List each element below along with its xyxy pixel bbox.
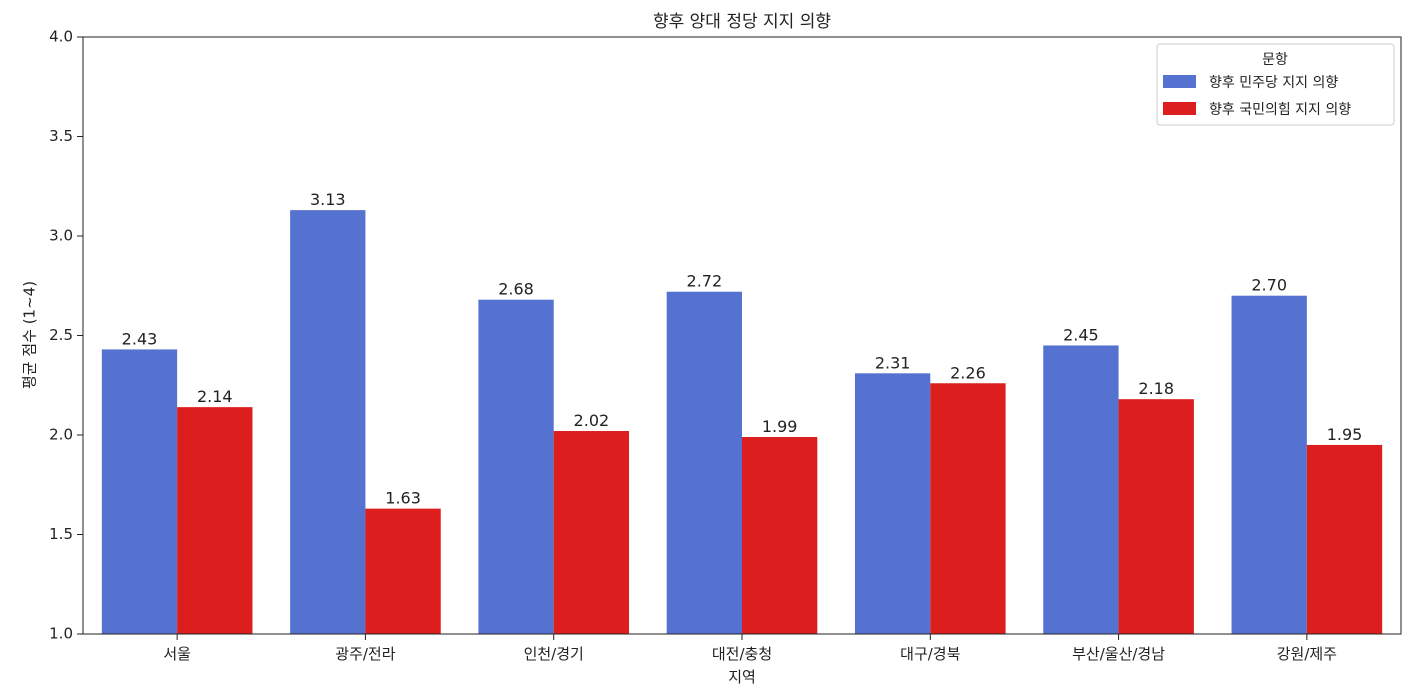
- y-tick-label: 3.5: [49, 127, 73, 145]
- bar-series-1-2: [553, 431, 630, 634]
- bar-value-label-series-0-0: 2.43: [122, 329, 158, 348]
- bar-series-1-0: [177, 407, 253, 634]
- legend-swatch-series-1: [1163, 102, 1196, 115]
- bar-value-label-series-0-4: 2.31: [875, 353, 911, 372]
- y-axis-label: 평균 점수 (1~4): [21, 281, 39, 389]
- y-tick-label: 1.5: [49, 525, 73, 543]
- x-tick-label: 광주/전라: [335, 645, 395, 663]
- bar-series-0-0: [101, 349, 178, 634]
- bar-value-label-series-1-1: 1.63: [385, 489, 421, 508]
- y-tick-label: 2.5: [49, 326, 73, 344]
- bar-series-1-1: [365, 508, 441, 634]
- x-tick-label: 강원/제주: [1277, 645, 1337, 663]
- bar-series-0-3: [666, 291, 742, 634]
- bar-value-label-series-1-0: 2.14: [197, 387, 233, 406]
- plot-frame: [82, 36, 1402, 635]
- y-tick-label: 2.0: [49, 426, 73, 444]
- x-tick-label: 인천/경기: [524, 645, 584, 663]
- bar-series-0-4: [854, 373, 931, 634]
- bar-value-label-series-0-3: 2.72: [687, 272, 723, 291]
- bar-series-0-6: [1231, 295, 1307, 634]
- y-tick-label: 4.0: [49, 28, 73, 46]
- legend-swatch-series-0: [1163, 75, 1196, 88]
- bar-value-label-series-1-5: 2.18: [1138, 379, 1174, 398]
- legend-label-series-0: 향후 민주당 지지 의향: [1209, 75, 1338, 91]
- bar-value-label-series-0-1: 3.13: [310, 190, 346, 209]
- x-tick-label: 대구/경북: [900, 645, 960, 663]
- plot-area: 2.433.132.68 2.722.312.452.702.141.632.02…: [49, 28, 1402, 663]
- legend-title: 문항: [1262, 52, 1288, 68]
- x-axis-label: 지역: [728, 668, 756, 686]
- bar-series-0-2: [478, 299, 554, 634]
- bar-series-1-5: [1118, 399, 1194, 634]
- bar-value-label-series-0-5: 2.45: [1063, 325, 1099, 344]
- bar-value-label-series-0-2: 2.68: [498, 280, 534, 299]
- bar-series-1-4: [930, 383, 1006, 634]
- bar-series-1-3: [742, 436, 818, 634]
- bar-value-label-series-1-3: 1.99: [762, 417, 798, 436]
- legend: 문항 향후 민주당 지지 의향 향후 국민의힘 지지 의향: [1156, 43, 1395, 126]
- y-tick-label: 3.0: [49, 227, 73, 245]
- x-tick-label: 부산/울산/경남: [1072, 645, 1165, 663]
- bar-series-0-1: [290, 210, 366, 634]
- bar-series-1-6: [1306, 444, 1383, 634]
- bar-value-label-series-1-2: 2.02: [574, 411, 610, 430]
- y-tick-label: 1.0: [49, 625, 73, 643]
- bar-series-0-5: [1043, 345, 1119, 634]
- x-tick-label: 서울: [163, 645, 191, 663]
- x-tick-label: 대전/충청: [712, 645, 772, 663]
- legend-label-series-1: 향후 국민의힘 지지 의향: [1209, 102, 1351, 118]
- bar-value-label-series-0-6: 2.70: [1251, 276, 1287, 295]
- legend-box: [1156, 43, 1395, 126]
- bar-value-label-series-1-6: 1.95: [1327, 425, 1363, 444]
- chart-title: 향후 양대 정당 지지 의향: [653, 12, 831, 32]
- bar-value-label-series-1-4: 2.26: [950, 363, 986, 382]
